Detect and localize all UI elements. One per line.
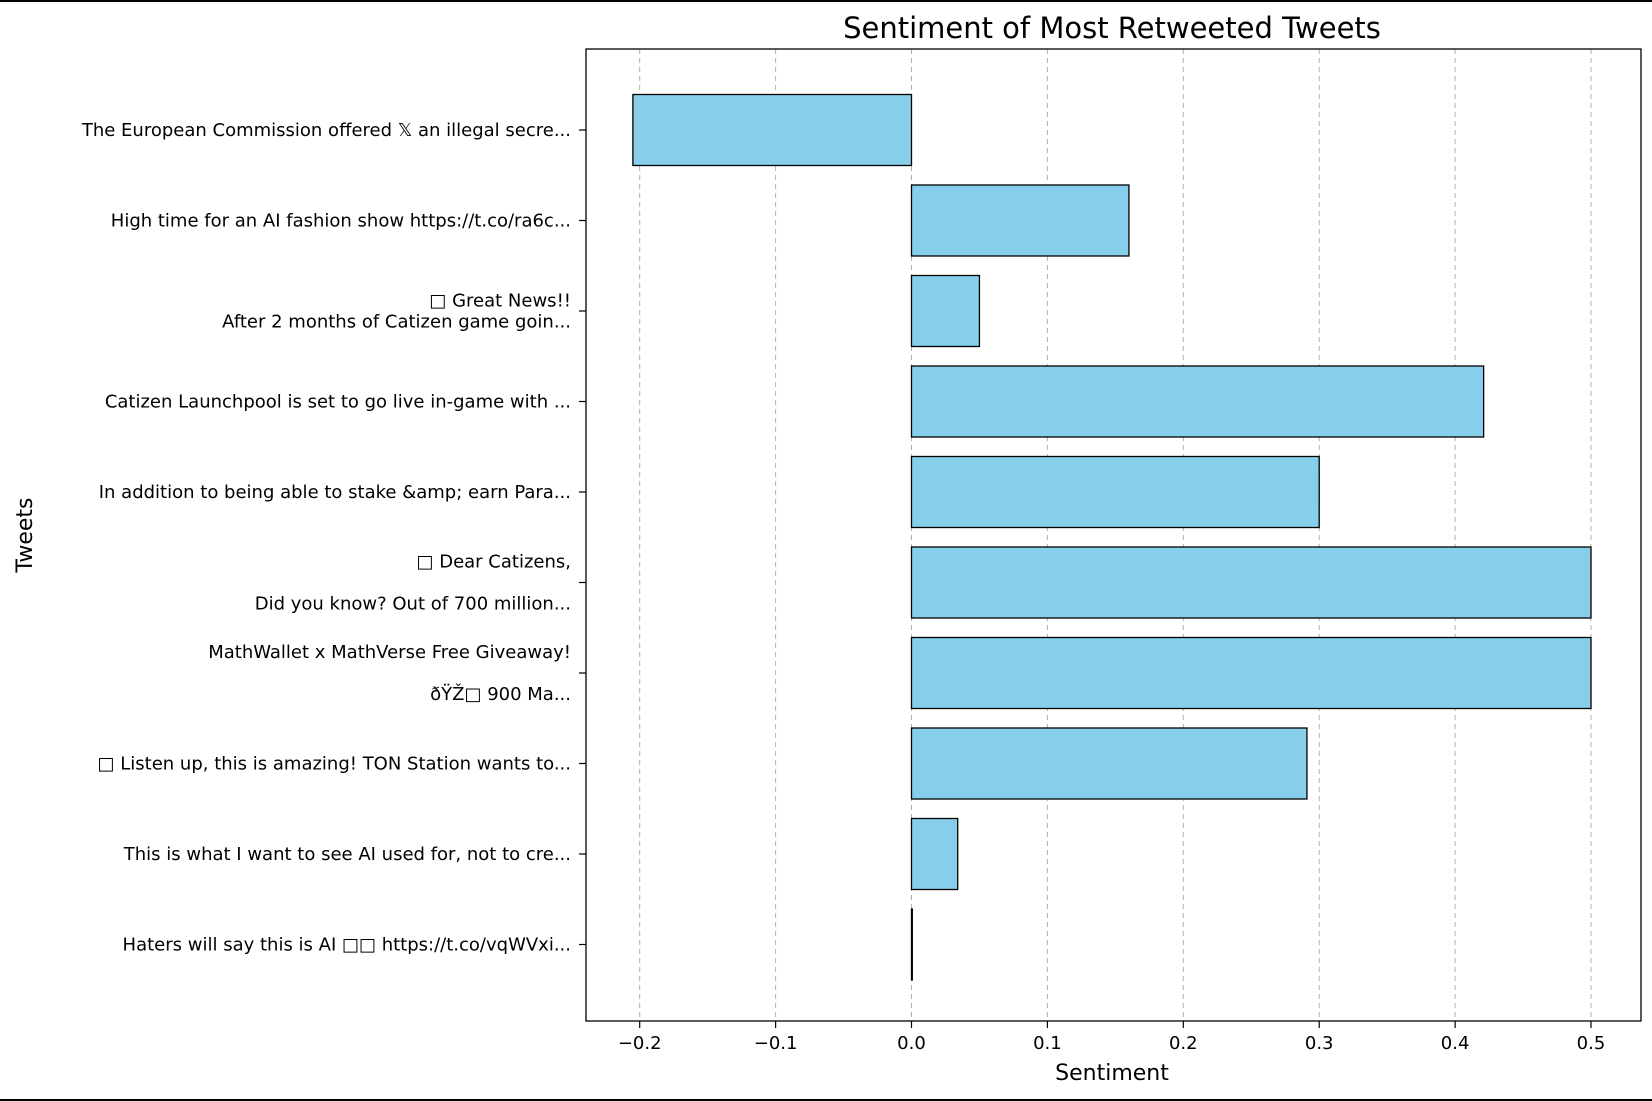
y-tick-label: MathWallet x MathVerse Free Giveaway! bbox=[208, 642, 571, 663]
y-tick-label: □ Great News!! bbox=[429, 291, 571, 312]
y-axis-ticks: The European Commission offered 𝕏 an ill… bbox=[81, 120, 586, 956]
y-tick-label: After 2 months of Catizen game goin... bbox=[222, 312, 571, 333]
bar bbox=[910, 636, 1592, 710]
bar bbox=[910, 908, 913, 981]
x-axis-ticks: −0.2 −0.1 0.0 0.1 0.2 0.3 0.4 0.5 bbox=[618, 1021, 1605, 1054]
x-tick-label: −0.2 bbox=[618, 1033, 662, 1054]
bar bbox=[910, 184, 1130, 257]
y-tick-label: The European Commission offered 𝕏 an ill… bbox=[81, 120, 571, 141]
x-tick-label: 0.1 bbox=[1033, 1033, 1062, 1054]
x-tick-label: 0.0 bbox=[897, 1033, 926, 1054]
bar bbox=[910, 455, 1320, 529]
bar bbox=[910, 817, 959, 891]
chart-title: Sentiment of Most Retweeted Tweets bbox=[843, 11, 1381, 45]
x-axis-label: Sentiment bbox=[1055, 1061, 1169, 1086]
y-tick-label: ðŸŽ□ 900 Ma... bbox=[430, 683, 571, 705]
bar bbox=[910, 727, 1308, 800]
plot-area-border bbox=[585, 48, 1642, 1022]
y-axis-label: Tweets bbox=[13, 498, 38, 574]
y-tick-label: In addition to being able to stake &amp;… bbox=[99, 482, 571, 503]
y-tick-label: This is what I want to see AI used for, … bbox=[123, 844, 571, 865]
bar bbox=[910, 546, 1592, 619]
bars bbox=[632, 93, 1592, 981]
bar bbox=[910, 365, 1485, 438]
bar bbox=[910, 274, 981, 348]
y-tick-label: High time for an AI fashion show https:/… bbox=[111, 211, 571, 232]
x-tick-label: −0.1 bbox=[754, 1033, 798, 1054]
y-tick-label: □ Listen up, this is amazing! TON Statio… bbox=[98, 754, 571, 775]
y-tick-label: Did you know? Out of 700 million... bbox=[255, 594, 571, 615]
x-tick-label: 0.3 bbox=[1305, 1033, 1334, 1054]
y-tick-label: Catizen Launchpool is set to go live in-… bbox=[105, 392, 571, 413]
grid-lines bbox=[639, 49, 1592, 1021]
x-tick-label: 0.5 bbox=[1577, 1033, 1606, 1054]
y-tick-label: Haters will say this is AI □□ https://t.… bbox=[123, 935, 571, 956]
y-tick-label: □ Dear Catizens, bbox=[416, 552, 571, 573]
bar bbox=[632, 93, 913, 167]
x-tick-label: 0.4 bbox=[1441, 1033, 1470, 1054]
x-tick-label: 0.2 bbox=[1169, 1033, 1198, 1054]
